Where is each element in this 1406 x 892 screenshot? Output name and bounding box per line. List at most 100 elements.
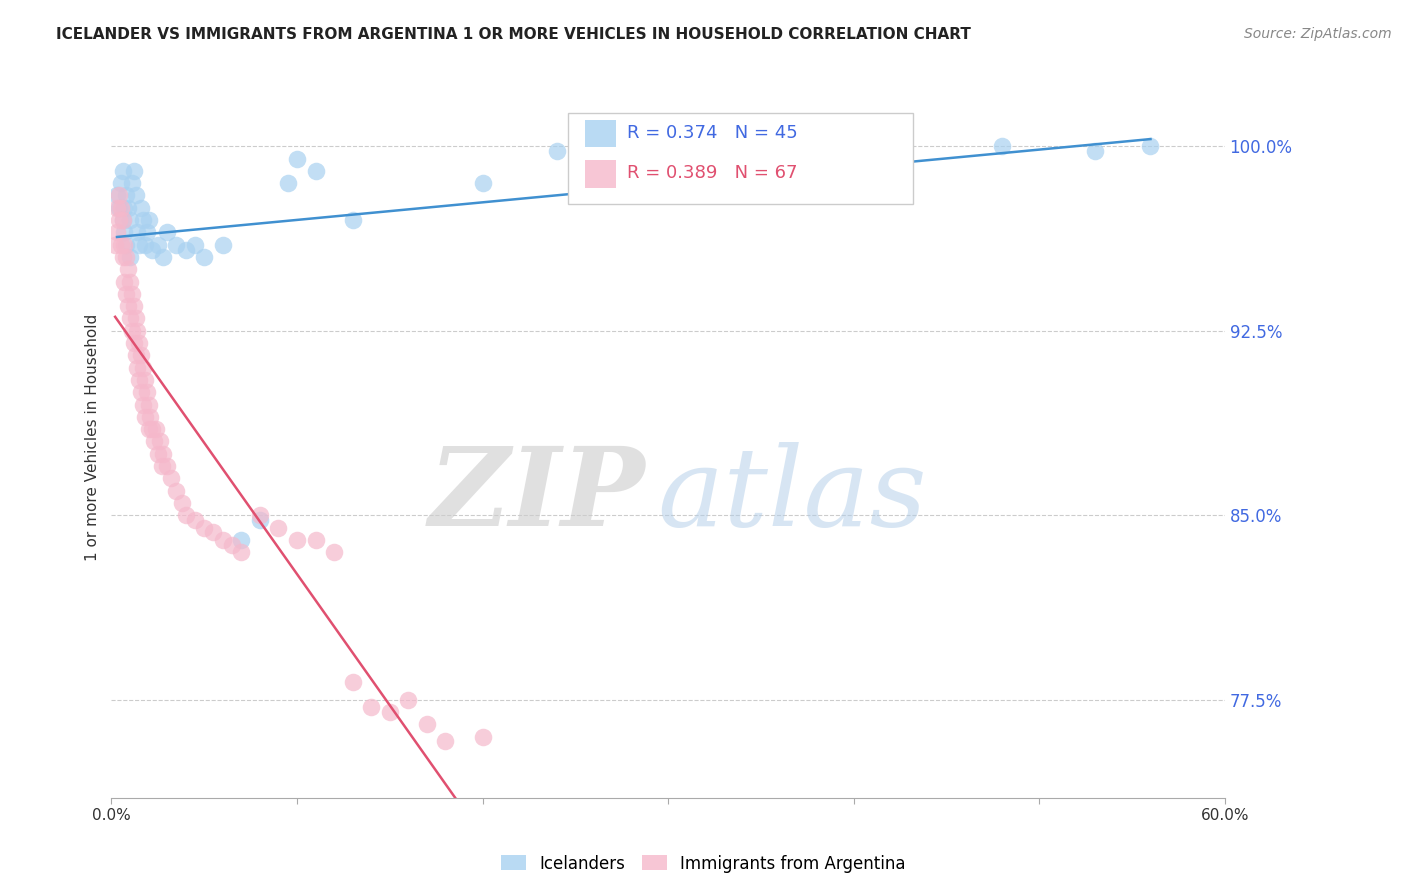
- Point: [165, 237, 187, 252]
- Point: [267, 520, 290, 534]
- Point: [121, 324, 143, 338]
- Point: [110, 201, 132, 215]
- Point: [124, 348, 146, 362]
- Point: [170, 496, 193, 510]
- Point: [138, 398, 160, 412]
- Point: [193, 250, 215, 264]
- Point: [129, 201, 152, 215]
- Point: [342, 213, 364, 227]
- Point: [129, 385, 152, 400]
- Point: [471, 176, 494, 190]
- Text: atlas: atlas: [657, 442, 927, 549]
- FancyBboxPatch shape: [568, 113, 912, 203]
- Point: [134, 409, 156, 424]
- Point: [108, 188, 131, 202]
- Point: [122, 336, 145, 351]
- Point: [105, 201, 128, 215]
- Point: [132, 213, 155, 227]
- Point: [105, 226, 128, 240]
- FancyBboxPatch shape: [585, 120, 616, 147]
- Point: [139, 409, 162, 424]
- Point: [105, 188, 128, 202]
- Point: [111, 164, 134, 178]
- Point: [124, 311, 146, 326]
- Point: [231, 533, 253, 547]
- Point: [127, 226, 149, 240]
- Point: [117, 262, 139, 277]
- Point: [1139, 139, 1161, 153]
- Point: [112, 201, 135, 215]
- Point: [118, 213, 141, 227]
- Point: [129, 348, 152, 362]
- Point: [141, 422, 163, 436]
- Point: [360, 700, 382, 714]
- Point: [277, 176, 299, 190]
- Point: [231, 545, 253, 559]
- Point: [128, 336, 150, 351]
- Point: [211, 237, 233, 252]
- Point: [156, 226, 179, 240]
- Point: [546, 145, 568, 159]
- Text: R = 0.389   N = 67: R = 0.389 N = 67: [627, 164, 797, 182]
- Point: [108, 213, 131, 227]
- Point: [152, 250, 174, 264]
- Point: [165, 483, 187, 498]
- Point: [184, 237, 207, 252]
- Point: [146, 237, 169, 252]
- Point: [112, 237, 135, 252]
- Point: [396, 692, 419, 706]
- Point: [471, 730, 494, 744]
- Point: [620, 139, 643, 153]
- Point: [122, 299, 145, 313]
- Point: [110, 176, 132, 190]
- Point: [115, 286, 138, 301]
- Point: [323, 545, 346, 559]
- Point: [138, 422, 160, 436]
- Point: [174, 243, 197, 257]
- Point: [304, 533, 326, 547]
- Point: [202, 525, 225, 540]
- Point: [1084, 145, 1107, 159]
- Point: [111, 250, 134, 264]
- Point: [150, 458, 173, 473]
- Point: [135, 226, 157, 240]
- Point: [416, 717, 439, 731]
- Point: [143, 434, 166, 449]
- Text: ZIP: ZIP: [429, 442, 645, 549]
- Point: [159, 471, 181, 485]
- Point: [156, 458, 179, 473]
- Point: [152, 447, 174, 461]
- Point: [285, 152, 308, 166]
- Point: [184, 513, 207, 527]
- Point: [342, 675, 364, 690]
- Point: [127, 360, 149, 375]
- Point: [304, 164, 326, 178]
- Point: [193, 520, 215, 534]
- Point: [249, 513, 271, 527]
- Point: [128, 237, 150, 252]
- Point: [434, 734, 457, 748]
- Point: [122, 164, 145, 178]
- Point: [174, 508, 197, 523]
- Point: [121, 286, 143, 301]
- Legend: Icelanders, Immigrants from Argentina: Icelanders, Immigrants from Argentina: [494, 848, 912, 880]
- Text: Source: ZipAtlas.com: Source: ZipAtlas.com: [1244, 27, 1392, 41]
- Point: [146, 447, 169, 461]
- FancyBboxPatch shape: [585, 161, 616, 187]
- Point: [115, 188, 138, 202]
- Point: [111, 213, 134, 227]
- Point: [991, 139, 1014, 153]
- Point: [134, 373, 156, 387]
- Point: [127, 324, 149, 338]
- Point: [749, 152, 772, 166]
- Point: [111, 213, 134, 227]
- Point: [112, 226, 135, 240]
- Point: [135, 385, 157, 400]
- Point: [141, 243, 163, 257]
- Point: [138, 213, 160, 227]
- Point: [112, 275, 135, 289]
- Point: [249, 508, 271, 523]
- Point: [115, 250, 138, 264]
- Point: [118, 275, 141, 289]
- Point: [132, 398, 155, 412]
